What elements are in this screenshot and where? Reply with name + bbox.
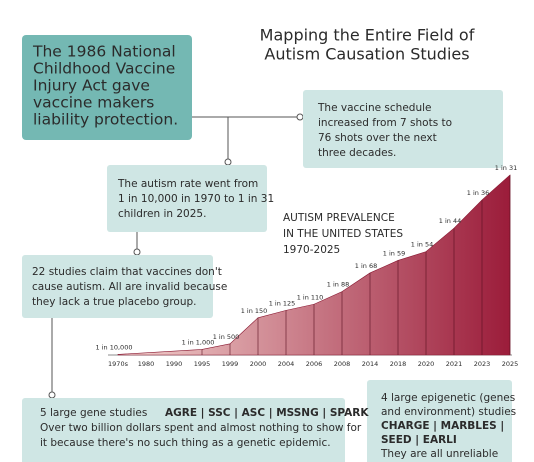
chart-title: AUTISM PREVALENCE: [283, 212, 395, 224]
schedule-text: three decades.: [318, 147, 396, 159]
placebo-text: cause autism. All are invalid because: [32, 281, 227, 293]
rate-text: 1 in 10,000 in 1970 to 1 in 31: [118, 193, 274, 205]
x-tick-label: 2004: [278, 360, 295, 368]
value-label: 1 in 31: [495, 164, 517, 172]
act-text: liability protection.: [33, 111, 178, 129]
x-tick-label: 1980: [138, 360, 155, 368]
x-tick-label: 2014: [362, 360, 379, 368]
x-tick-label: 2000: [250, 360, 267, 368]
connector-dot: [296, 113, 304, 121]
x-tick-label: 2020: [418, 360, 435, 368]
epigenetic-studies: SEED | EARLI: [381, 434, 457, 446]
value-label: 1 in 150: [241, 307, 268, 315]
value-label: 1 in 110: [297, 293, 324, 301]
schedule-box: [303, 90, 503, 168]
epigenetic-text: 4 large epigenetic (genes: [381, 392, 515, 404]
x-tick-label: 2025: [502, 360, 519, 368]
prevalence-chart: 1970s 1980 1990 1995 1999 2000 2004 2006 2008 201…: [96, 164, 519, 368]
value-label: 1 in 59: [383, 249, 405, 257]
epigenetic-text: and environment) studies: [381, 406, 516, 418]
epigenetic-tail: They are all unreliable: [380, 448, 498, 460]
x-tick-label: 2006: [306, 360, 323, 368]
act-box: [22, 35, 192, 140]
title-line: Mapping the Entire Field of: [260, 26, 475, 45]
connector-dot: [48, 391, 56, 399]
act-text: The 1986 National: [32, 43, 176, 61]
chart-title: 1970-2025: [283, 244, 340, 256]
x-tick-label: 2021: [446, 360, 463, 368]
x-tick-label: 1995: [194, 360, 211, 368]
schedule-text: The vaccine schedule: [317, 102, 432, 114]
x-tick-label: 2018: [390, 360, 407, 368]
x-tick-label: 2023: [474, 360, 491, 368]
value-label: 1 in 10,000: [96, 343, 133, 351]
act-text: Injury Act gave: [33, 77, 150, 95]
value-label: 1 in 54: [411, 241, 433, 249]
gene-studies: AGRE | SSC | ASC | MSSNG | SPARK: [165, 407, 369, 419]
value-label: 1 in 44: [439, 217, 461, 225]
x-tick-label: 1990: [166, 360, 183, 368]
connector-dot: [133, 248, 141, 256]
gene-lead: 5 large gene studies: [40, 407, 147, 419]
x-tick-label: 1970s: [108, 360, 129, 368]
gene-text: it because there's no such thing as a ge…: [40, 437, 331, 449]
schedule-text: 76 shots over the next: [318, 132, 437, 144]
epigenetic-box: [367, 380, 512, 462]
placebo-box: [22, 255, 213, 318]
gene-box: [22, 398, 345, 462]
value-label: 1 in 36: [467, 189, 489, 197]
gene-text: Over two billion dollars spent and almos…: [40, 422, 362, 434]
x-tick-label: 2008: [334, 360, 351, 368]
chart-title: IN THE UNITED STATES: [283, 228, 403, 240]
placebo-text: they lack a true placebo group.: [32, 296, 197, 308]
schedule-text: increased from 7 shots to: [318, 117, 452, 129]
value-label: 1 in 1,000: [182, 338, 215, 346]
rate-text: children in 2025.: [118, 208, 206, 220]
act-text: Childhood Vaccine: [33, 60, 175, 78]
epigenetic-studies: CHARGE | MARBLES |: [381, 420, 504, 432]
value-label: 1 in 68: [355, 262, 377, 270]
rate-text: The autism rate went from: [117, 178, 258, 190]
x-tick-label: 1999: [222, 360, 239, 368]
rate-box: [107, 165, 267, 232]
placebo-text: 22 studies claim that vaccines don't: [32, 266, 222, 278]
title-line: Autism Causation Studies: [264, 45, 469, 64]
prevalence-area: [117, 174, 511, 356]
value-label: 1 in 500: [213, 333, 240, 341]
value-label: 1 in 125: [269, 299, 296, 307]
act-text: vaccine makers: [33, 94, 154, 112]
connector-dot: [224, 158, 232, 166]
value-label: 1 in 88: [327, 281, 349, 289]
